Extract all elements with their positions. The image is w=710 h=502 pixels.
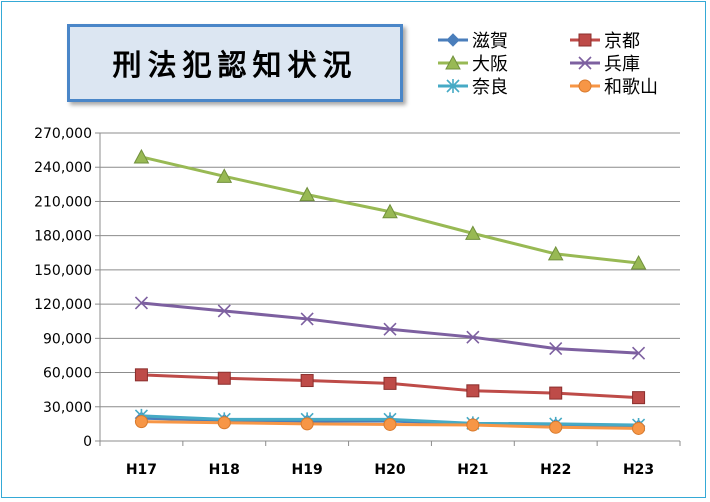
gridlines xyxy=(100,132,680,408)
legend-item-5: 和歌山 xyxy=(570,77,658,98)
data-point-marker xyxy=(217,304,231,318)
data-point-marker xyxy=(466,418,480,432)
data-point-marker xyxy=(383,417,397,431)
axes xyxy=(99,133,680,442)
data-point-marker xyxy=(446,79,460,93)
y-tick-label: 210,000 xyxy=(34,194,92,210)
data-point-marker xyxy=(578,79,592,93)
data-point-marker xyxy=(300,417,314,431)
series-line xyxy=(141,301,639,355)
x-axis-ticks: H17 H18 H19 H20 H21 H22 H23 xyxy=(99,441,681,478)
data-point-marker xyxy=(134,296,148,310)
x-tick-label: H20 xyxy=(374,462,405,478)
data-point-marker xyxy=(446,33,460,47)
series-2 xyxy=(133,148,647,270)
data-point-marker xyxy=(632,421,646,435)
legend-item-0: 滋賀 xyxy=(438,31,508,52)
data-point-marker xyxy=(300,312,314,326)
x-tick-label: H17 xyxy=(126,462,157,478)
y-tick-label: 90,000 xyxy=(43,331,92,347)
legend-item-4: 奈良 xyxy=(438,77,508,98)
y-tick-label: 150,000 xyxy=(34,263,92,279)
x-tick-label: H22 xyxy=(540,462,571,478)
legend-label: 京都 xyxy=(604,31,640,52)
data-point-marker xyxy=(632,391,646,405)
y-tick-label: 60,000 xyxy=(43,366,92,382)
legend-label: 和歌山 xyxy=(604,77,658,98)
data-point-marker xyxy=(578,33,592,47)
data-point-marker xyxy=(466,384,480,398)
data-point-marker xyxy=(134,415,148,429)
legend-item-1: 京都 xyxy=(570,31,640,52)
y-tick-label: 270,000 xyxy=(34,126,92,142)
y-tick-label: 120,000 xyxy=(34,297,92,313)
y-tick-label: 0 xyxy=(83,434,92,450)
chart-title-box: 刑法犯認知状況 xyxy=(67,24,403,102)
legend-label: 滋賀 xyxy=(472,31,508,52)
series-1 xyxy=(134,368,646,405)
x-tick-label: H19 xyxy=(292,462,323,478)
data-point-marker xyxy=(299,186,315,202)
data-point-marker xyxy=(466,330,480,344)
data-point-marker xyxy=(300,374,314,388)
data-point-marker xyxy=(383,376,397,390)
y-axis-ticks: 0 30,000 60,000 90,000 120,000 150,000 180,000… xyxy=(34,126,100,450)
x-tick-label: H21 xyxy=(457,462,488,478)
data-point-marker xyxy=(445,54,461,70)
data-point-marker xyxy=(383,322,397,336)
data-point-marker xyxy=(549,420,563,434)
legend-label: 大阪 xyxy=(472,54,508,75)
y-tick-label: 240,000 xyxy=(34,160,92,176)
data-point-marker xyxy=(217,371,231,385)
data-point-marker xyxy=(216,168,233,183)
series-layer xyxy=(133,148,647,435)
legend-item-3: 兵庫 xyxy=(570,54,640,75)
data-point-marker xyxy=(547,245,564,261)
data-point-marker xyxy=(549,342,563,356)
data-point-marker xyxy=(549,386,563,400)
x-tick-label: H23 xyxy=(623,462,654,478)
series-3 xyxy=(134,296,646,360)
data-point-marker xyxy=(382,203,398,219)
data-point-marker xyxy=(632,346,646,360)
y-tick-label: 30,000 xyxy=(43,400,92,416)
x-tick-label: H18 xyxy=(209,462,240,478)
legend-item-2: 大阪 xyxy=(438,54,508,75)
data-point-marker xyxy=(578,56,592,70)
legend-label: 兵庫 xyxy=(604,54,640,75)
series-5 xyxy=(134,415,646,435)
y-tick-label: 180,000 xyxy=(34,229,92,245)
data-point-marker xyxy=(133,148,150,164)
data-point-marker xyxy=(134,368,148,382)
data-point-marker xyxy=(630,254,647,270)
data-point-marker xyxy=(217,416,231,430)
data-point-marker xyxy=(465,225,481,240)
chart-title: 刑法犯認知状況 xyxy=(112,48,358,82)
legend-label: 奈良 xyxy=(472,77,508,98)
